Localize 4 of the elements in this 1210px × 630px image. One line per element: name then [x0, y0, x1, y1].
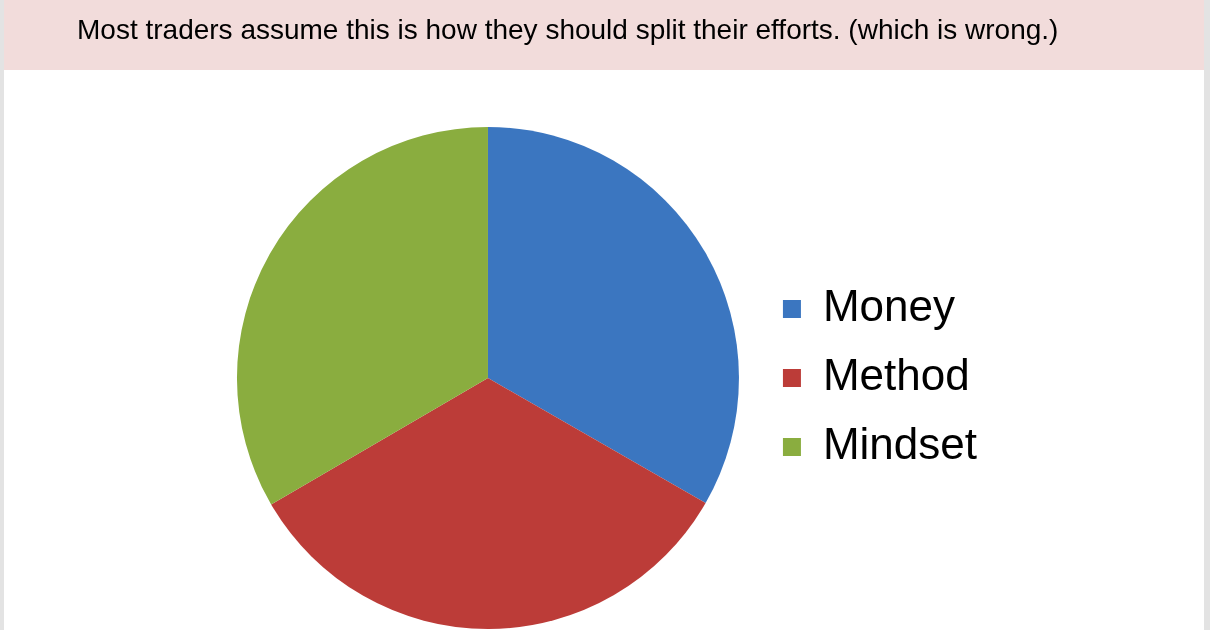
chart-title: Most traders assume this is how they should split their efforts. (which is wrong.) — [4, 0, 1204, 70]
legend-label: Mindset — [822, 419, 978, 469]
legend-label: Method — [822, 350, 970, 400]
legend-label: Money — [822, 281, 956, 331]
